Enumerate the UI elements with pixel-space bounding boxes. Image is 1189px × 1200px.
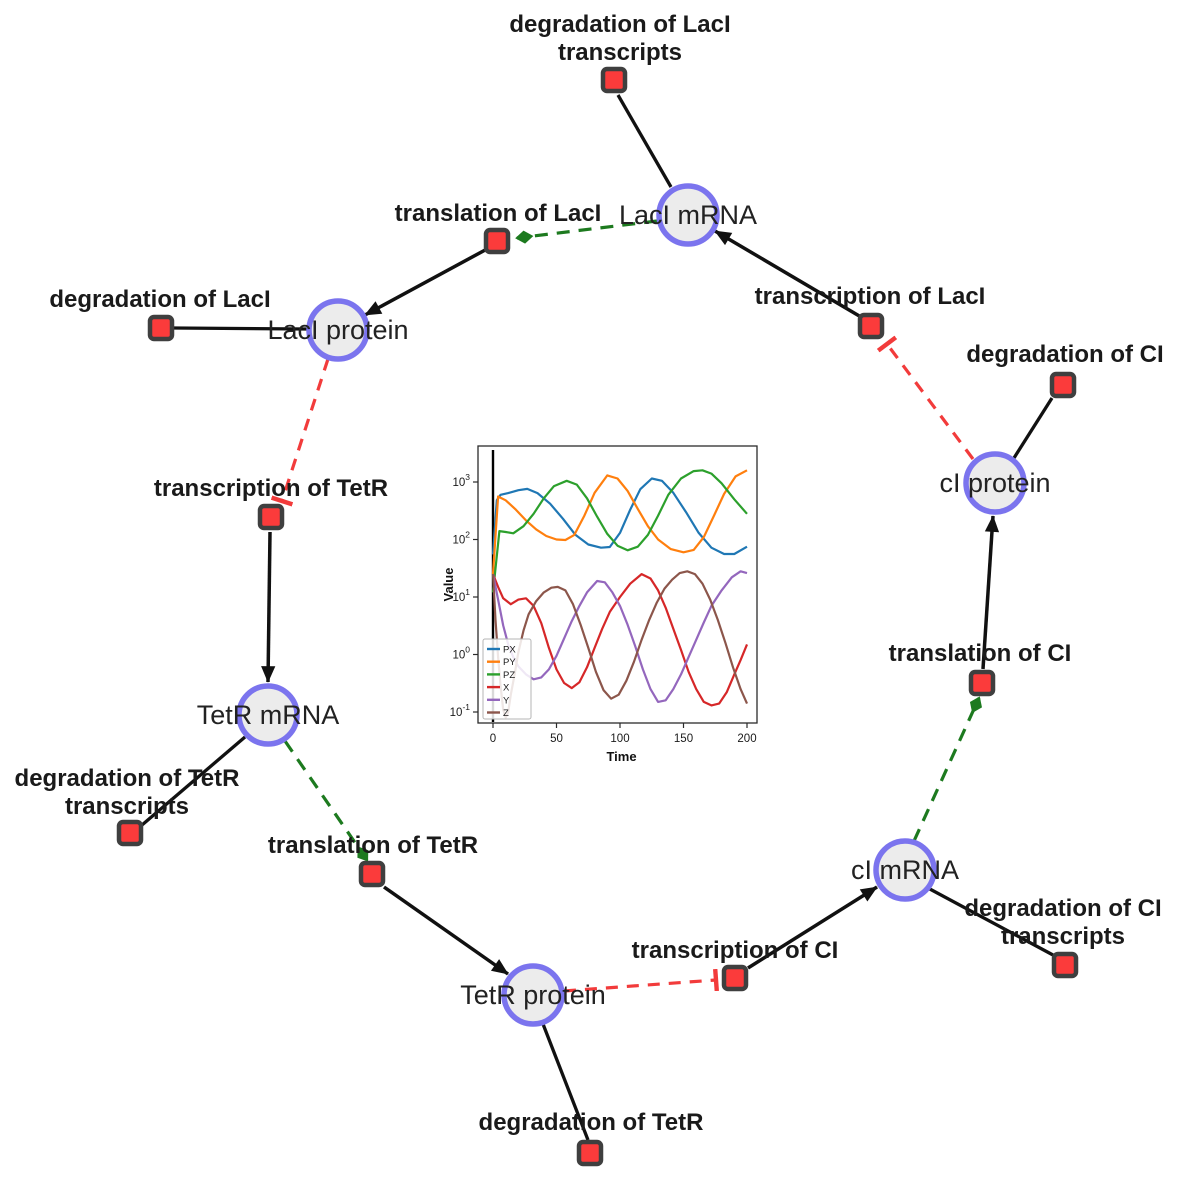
- reaction-translation-of-ci[interactable]: [968, 669, 996, 697]
- edge-lacimrna-to-degradation-laci-transcripts: [616, 94, 673, 188]
- x-tick-label: 150: [674, 733, 693, 745]
- label-laci-mrna: LacI mRNA: [619, 200, 757, 230]
- legend-label-Z: Z: [503, 708, 509, 719]
- reaction-degradation-of-ci[interactable]: [1049, 371, 1077, 399]
- label-transcription-of-ci: transcription of CI: [632, 937, 839, 964]
- label-translation-of-ci: translation of CI: [889, 640, 1072, 667]
- species-ci-mrna[interactable]: [873, 838, 937, 902]
- reaction-transcription-of-tetr[interactable]: [257, 503, 285, 531]
- reaction-layer: [116, 66, 1079, 1167]
- edge-tetrmrna-modifies-translation-tetr: [283, 740, 369, 862]
- label-degradation-of-ci-transcripts-2: transcripts: [1001, 923, 1125, 950]
- legend-label-PZ: PZ: [503, 670, 515, 681]
- label-ci-mrna: cI mRNA: [851, 855, 959, 885]
- reaction-degradation-of-ci-transcripts[interactable]: [1051, 951, 1079, 979]
- legend-label-PX: PX: [503, 645, 516, 656]
- label-degradation-of-tetr-transcripts-1: degradation of TetR: [15, 765, 240, 792]
- label-degradation-of-tetr: degradation of TetR: [479, 1109, 704, 1136]
- edge-laciprotein-inhibits-transcription-tetr: [270, 358, 330, 507]
- x-tick-label: 50: [550, 733, 563, 745]
- label-degradation-of-ci: degradation of CI: [966, 341, 1163, 368]
- legend-label-X: X: [503, 683, 510, 694]
- edge-translation-ci-to-ciprotein: [981, 515, 1000, 670]
- y-tick-label: 10-1: [450, 702, 471, 719]
- plot-series-PZ: [491, 469, 748, 593]
- plot-xlabel: Time: [606, 749, 636, 764]
- edge-tetrmrna-to-degradation-tetr-transcripts: [140, 735, 247, 827]
- label-degradation-of-laci: degradation of LacI: [49, 286, 270, 313]
- species-tetr-mrna[interactable]: [236, 683, 300, 747]
- species-laci-mrna[interactable]: [656, 183, 720, 247]
- label-laci-protein: LacI protein: [267, 315, 408, 345]
- reaction-transcription-of-ci[interactable]: [721, 964, 749, 992]
- edge-cimrna-modifies-translation-ci: [912, 696, 982, 842]
- reaction-degradation-of-tetr[interactable]: [576, 1139, 604, 1167]
- x-tick-label: 100: [610, 733, 629, 745]
- plot-series-PX: [491, 477, 748, 556]
- species-tetr-protein[interactable]: [501, 963, 565, 1027]
- edge-translation-tetr-to-tetrprotein: [382, 885, 510, 976]
- label-degradation-of-laci-transcripts-2: transcripts: [558, 39, 682, 66]
- edge-tetrprotein-to-degradation-tetr: [541, 1023, 590, 1141]
- label-translation-of-laci: translation of LacI: [395, 200, 602, 227]
- label-transcription-of-tetr: transcription of TetR: [154, 475, 388, 502]
- legend-label-Y: Y: [503, 695, 510, 706]
- y-tick-label: 103: [452, 472, 470, 489]
- edge-transcription-ci-to-cimrna: [747, 885, 878, 970]
- label-transcription-of-laci: transcription of LacI: [755, 283, 986, 310]
- legend-label-PY: PY: [503, 657, 516, 668]
- edge-laciprotein-to-degradation-laci: [173, 326, 308, 331]
- edge-translation-laci-to-laciprotein: [364, 247, 488, 317]
- label-translation-of-tetr: translation of TetR: [268, 832, 478, 859]
- edge-tetrprotein-inhibits-transcription-ci: [563, 968, 719, 993]
- label-degradation-of-tetr-transcripts-2: transcripts: [65, 793, 189, 820]
- species-laci-protein[interactable]: [306, 298, 370, 362]
- label-ci-protein: cI protein: [939, 468, 1050, 498]
- edge-cimrna-to-degradation-ci-transcripts: [927, 886, 1054, 957]
- timecourse-plot: 0 50 100 150 20010-1100101102103TimeValuePXP…: [441, 445, 758, 764]
- y-tick-label: 102: [452, 530, 470, 547]
- label-tetr-mrna: TetR mRNA: [197, 700, 340, 730]
- plot-axes-frame: [477, 445, 758, 724]
- edge-ciprotein-to-degradation-ci: [1012, 397, 1054, 459]
- edge-lacimrna-modifies-translation-laci: [515, 219, 658, 244]
- reaction-degradation-of-tetr-transcripts[interactable]: [116, 819, 144, 847]
- species-ci-protein[interactable]: [963, 451, 1027, 515]
- edge-layer: [140, 94, 1054, 1141]
- reaction-translation-of-tetr[interactable]: [358, 860, 386, 888]
- label-degradation-of-laci-transcripts-1: degradation of LacI: [509, 11, 730, 38]
- x-tick-label: 0: [490, 733, 496, 745]
- label-tetr-protein: TetR protein: [460, 980, 606, 1010]
- reaction-degradation-of-laci[interactable]: [147, 314, 175, 342]
- edge-ciprotein-inhibits-transcription-laci: [876, 335, 975, 460]
- y-tick-label: 101: [452, 587, 470, 604]
- edge-transcription-tetr-to-tetrmrna: [261, 531, 276, 683]
- x-tick-label: 200: [737, 733, 756, 745]
- plot-ylabel: Value: [441, 568, 456, 602]
- y-tick-label: 100: [452, 645, 470, 662]
- species-layer: [236, 183, 1027, 1027]
- reaction-degradation-of-laci-transcripts[interactable]: [600, 66, 628, 94]
- reaction-translation-of-laci[interactable]: [483, 227, 511, 255]
- edge-transcription-laci-to-lacimrna: [714, 229, 862, 319]
- label-layer: degradation of LacI transcripts transcri…: [15, 11, 1164, 1136]
- reaction-transcription-of-laci[interactable]: [857, 312, 885, 340]
- plot-series-X: [491, 573, 749, 707]
- label-degradation-of-ci-transcripts-1: degradation of CI: [964, 895, 1161, 922]
